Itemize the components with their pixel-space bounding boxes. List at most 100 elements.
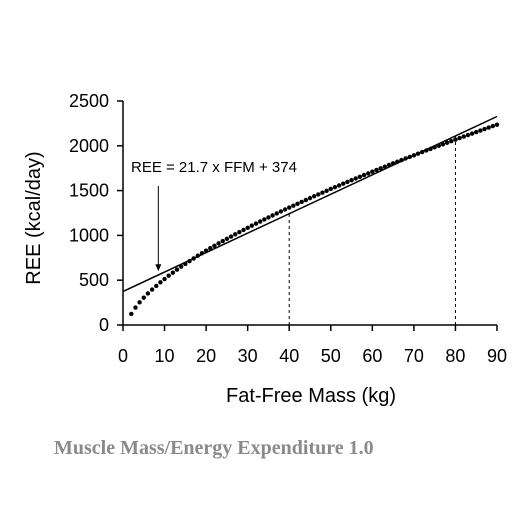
data-point bbox=[287, 205, 292, 210]
data-point bbox=[411, 153, 417, 158]
data-point bbox=[478, 128, 483, 133]
data-point bbox=[220, 238, 225, 244]
data-point bbox=[316, 192, 321, 197]
data-point bbox=[149, 287, 155, 292]
data-point bbox=[453, 137, 458, 142]
x-axis-label: Fat-Free Mass (kg) bbox=[226, 385, 396, 407]
data-point bbox=[353, 176, 358, 181]
annotation-arrow-head bbox=[155, 264, 162, 272]
data-point bbox=[440, 142, 446, 147]
data-point bbox=[191, 256, 196, 261]
axes bbox=[122, 101, 497, 326]
x-tick-label: 90 bbox=[487, 346, 507, 366]
data-point bbox=[444, 140, 450, 145]
data-point bbox=[357, 174, 363, 180]
data-point bbox=[365, 171, 371, 176]
data-point bbox=[224, 236, 230, 242]
fit-line bbox=[122, 115, 498, 293]
data-point bbox=[170, 270, 176, 275]
data-point bbox=[133, 305, 138, 310]
x-tick-label: 20 bbox=[196, 346, 216, 366]
data-point bbox=[390, 161, 396, 166]
data-point bbox=[183, 261, 188, 267]
x-tick-label: 80 bbox=[445, 346, 465, 366]
data-point bbox=[399, 157, 404, 163]
x-tick-label: 60 bbox=[362, 346, 382, 366]
data-point bbox=[216, 241, 221, 246]
data-point bbox=[282, 207, 288, 212]
x-tick-label: 0 bbox=[118, 346, 128, 366]
data-point bbox=[203, 248, 209, 253]
data-point bbox=[291, 203, 296, 208]
data-point bbox=[482, 126, 487, 132]
y-axis-ticks: 0 500 1000 1500 2000 2500 bbox=[69, 91, 123, 335]
x-tick-label: 40 bbox=[279, 346, 299, 366]
data-point bbox=[403, 156, 408, 161]
data-point bbox=[490, 123, 496, 129]
data-point bbox=[237, 229, 242, 235]
data-point bbox=[395, 159, 400, 164]
data-point bbox=[199, 251, 205, 256]
y-tick-label: 0 bbox=[99, 315, 109, 335]
data-point bbox=[162, 276, 167, 282]
data-point bbox=[341, 181, 346, 186]
y-tick-label: 2500 bbox=[69, 91, 109, 111]
data-point bbox=[253, 221, 259, 226]
data-point bbox=[324, 188, 329, 193]
data-point bbox=[245, 225, 250, 230]
data-point bbox=[295, 201, 300, 206]
data-point bbox=[436, 143, 442, 148]
data-point bbox=[415, 151, 421, 156]
data-point bbox=[336, 183, 342, 188]
y-tick-label: 1500 bbox=[69, 181, 109, 201]
x-tick-label: 10 bbox=[155, 346, 175, 366]
data-point bbox=[374, 167, 379, 173]
y-tick-label: 1000 bbox=[69, 225, 109, 245]
x-tick-label: 30 bbox=[238, 346, 258, 366]
x-tick-label: 70 bbox=[404, 346, 424, 366]
data-point bbox=[328, 186, 333, 192]
data-point bbox=[494, 122, 500, 127]
data-point bbox=[428, 146, 433, 152]
data-point bbox=[141, 295, 146, 300]
data-point bbox=[378, 166, 383, 171]
data-point bbox=[158, 280, 163, 285]
x-tick-label: 50 bbox=[321, 346, 341, 366]
data-point bbox=[474, 129, 479, 135]
data-point bbox=[174, 267, 180, 272]
data-point bbox=[299, 199, 304, 205]
data-point bbox=[407, 154, 412, 160]
data-point bbox=[278, 209, 284, 214]
data-point bbox=[195, 253, 200, 258]
data-point bbox=[349, 178, 354, 183]
annotation-text: REE = 21.7 x FFM + 374 bbox=[131, 159, 297, 176]
data-point bbox=[432, 145, 437, 150]
data-point bbox=[262, 217, 267, 222]
y-axis-label: REE (kcal/day) bbox=[23, 151, 45, 284]
data-point bbox=[249, 223, 255, 228]
data-point bbox=[457, 135, 462, 141]
data-point bbox=[449, 138, 454, 144]
reference-lines bbox=[288, 135, 456, 325]
data-point bbox=[129, 311, 134, 317]
data-points bbox=[129, 122, 500, 317]
data-point bbox=[166, 273, 171, 278]
caption: Muscle Mass/Energy Expenditure 1.0 bbox=[54, 437, 374, 459]
data-point bbox=[212, 243, 217, 248]
data-point bbox=[145, 291, 151, 296]
data-point bbox=[469, 131, 475, 136]
data-point bbox=[233, 232, 238, 237]
data-point bbox=[332, 184, 338, 190]
data-point bbox=[303, 197, 309, 203]
x-axis-ticks: 0 10 20 30 40 50 60 70 80 90 bbox=[118, 325, 507, 366]
data-point bbox=[345, 179, 350, 185]
fit-line-group bbox=[122, 115, 498, 293]
data-point bbox=[465, 132, 471, 138]
data-point bbox=[270, 213, 275, 218]
y-tick-label: 2000 bbox=[69, 136, 109, 156]
data-point bbox=[361, 172, 367, 178]
data-point bbox=[208, 246, 213, 251]
y-tick-label: 500 bbox=[79, 270, 109, 290]
data-point bbox=[486, 125, 491, 130]
